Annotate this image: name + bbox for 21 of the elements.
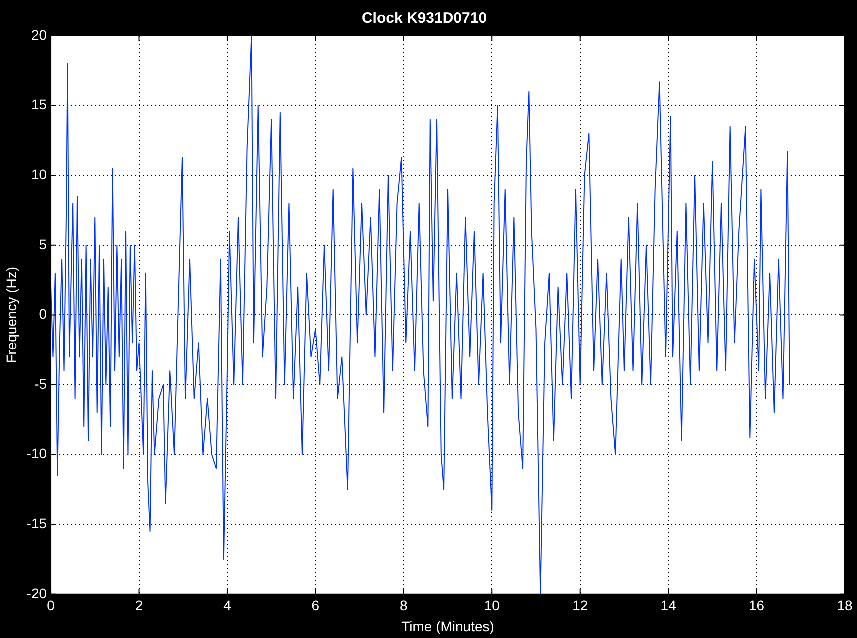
y-tick-label: 0	[39, 306, 48, 322]
chart-title: Clock K931D0710	[362, 10, 488, 28]
x-tick-label: 6	[312, 598, 320, 614]
x-tick-label: 14	[660, 598, 677, 614]
y-tick-label: -20	[26, 585, 48, 602]
y-axis-title: Frequency (Hz)	[3, 266, 20, 364]
y-tick-label: -15	[26, 515, 48, 532]
y-tick-label: 20	[31, 26, 48, 43]
y-tick-label: -5	[34, 376, 48, 392]
x-tick-label: 4	[224, 598, 232, 614]
x-tick-label: 8	[400, 598, 408, 614]
x-tick-label: 10	[484, 598, 500, 614]
x-tick-label: 18	[837, 598, 853, 614]
y-tick-label: -10	[26, 446, 48, 462]
x-tick-label: 12	[572, 598, 588, 614]
y-tick-label: 10	[31, 166, 48, 182]
y-tick-label: 5	[39, 236, 48, 252]
x-tick-label: 2	[135, 598, 144, 614]
x-tick-label: 16	[748, 598, 765, 614]
y-tick-label: 15	[31, 96, 48, 113]
x-axis-title: Time (Minutes)	[402, 618, 494, 634]
